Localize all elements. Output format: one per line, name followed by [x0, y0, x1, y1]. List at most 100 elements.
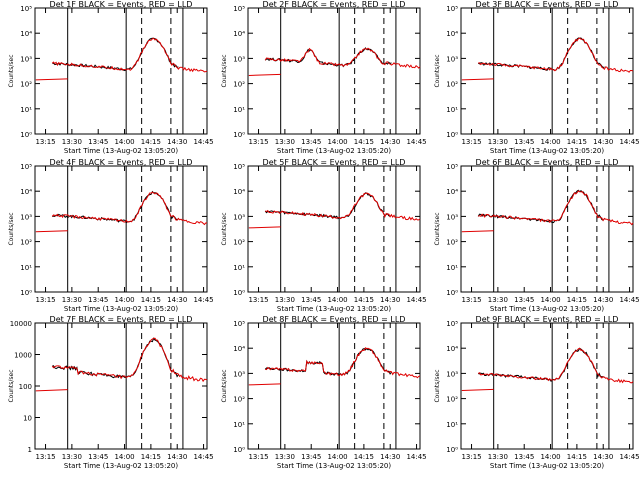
y-tick-label: 10⁰ [20, 131, 32, 139]
series-lld-pre-line [248, 73, 281, 76]
y-tick-label: 10³ [446, 55, 458, 63]
y-tick-label: 10⁴ [446, 188, 458, 196]
panel-9: Det 9F BLACK = Events, RED = LLD 10⁰ 10¹ 10… [434, 315, 640, 470]
y-axis-label: Counts/sec [434, 212, 441, 245]
y-tick-label: 10⁵ [446, 5, 458, 13]
x-tick-label: 14:15 [141, 138, 161, 146]
plot-frame [34, 322, 208, 450]
x-tick-label: 13:30 [488, 296, 508, 304]
x-tick-label: 14:00 [114, 296, 134, 304]
y-tick-label: 10⁵ [233, 163, 245, 171]
y-tick-label: 10¹ [446, 106, 458, 114]
x-tick-label: 14:45 [619, 138, 639, 146]
series-lld-line [478, 37, 634, 73]
series-lld-line [477, 190, 634, 226]
x-axis-label: Start Time (13-Aug-02 13:05:20) [490, 305, 604, 313]
y-tick-label: 10 [23, 415, 32, 423]
y-tick-label: 10⁰ [446, 446, 458, 454]
x-tick-label: 14:00 [327, 453, 347, 461]
x-tick-label: 13:45 [301, 138, 321, 146]
series-lld-pre-line [248, 226, 281, 229]
y-tick-label: 10⁵ [20, 5, 32, 13]
series-lld-line [265, 347, 421, 379]
x-tick-label: 14:45 [406, 138, 426, 146]
y-axis-label: Counts/sec [221, 369, 228, 402]
panel-title: Det 3F BLACK = Events, RED = LLD [476, 0, 619, 9]
plot-frame [34, 7, 208, 135]
y-tick-label: 10⁵ [20, 163, 32, 171]
y-tick-label: 1000 [14, 352, 32, 360]
x-tick-label: 13:15 [461, 453, 481, 461]
x-tick-label: 13:45 [88, 296, 108, 304]
x-axis-label: Start Time (13-Aug-02 13:05:20) [277, 147, 391, 155]
y-tick-label: 10³ [20, 55, 32, 63]
y-tick-label: 10⁰ [233, 289, 245, 297]
series-lld-pre-line [35, 389, 68, 392]
x-tick-label: 14:30 [593, 296, 613, 304]
y-tick-label: 10⁰ [446, 131, 458, 139]
y-tick-label: 10² [446, 396, 458, 404]
y-axis-label: Counts/sec [434, 54, 441, 87]
y-tick-label: 10³ [233, 55, 245, 63]
y-tick-label: 10³ [446, 370, 458, 378]
y-tick-label: 10⁵ [446, 163, 458, 171]
x-tick-label: 13:30 [488, 138, 508, 146]
panel-title: Det 6F BLACK = Events, RED = LLD [476, 158, 619, 167]
x-tick-label: 14:15 [567, 138, 587, 146]
panel-title: Det 7F BLACK = Events, RED = LLD [50, 315, 193, 324]
plot-frame [460, 165, 634, 293]
y-axis-label: Counts/sec [221, 212, 228, 245]
x-tick-label: 14:15 [354, 138, 374, 146]
x-tick-label: 14:45 [619, 296, 639, 304]
x-axis-label: Start Time (13-Aug-02 13:05:20) [64, 462, 178, 470]
y-tick-label: 10³ [233, 213, 245, 221]
x-tick-label: 14:30 [167, 138, 187, 146]
y-tick-label: 10⁴ [20, 30, 32, 38]
panel-title: Det 5F BLACK = Events, RED = LLD [263, 158, 406, 167]
x-tick-label: 13:45 [301, 453, 321, 461]
y-tick-label: 10¹ [233, 106, 245, 114]
x-axis-label: Start Time (13-Aug-02 13:05:20) [490, 462, 604, 470]
x-tick-label: 13:45 [514, 453, 534, 461]
x-tick-label: 13:15 [461, 296, 481, 304]
x-tick-label: 14:30 [167, 453, 187, 461]
series-lld-line [51, 337, 208, 383]
series-lld-pre-line [461, 230, 494, 233]
y-tick-label: 10² [233, 81, 245, 89]
y-tick-label: 10⁴ [446, 30, 458, 38]
y-tick-label: 10² [233, 396, 245, 404]
x-tick-label: 14:15 [354, 296, 374, 304]
y-tick-label: 10² [233, 239, 245, 247]
y-tick-label: 10000 [10, 320, 32, 328]
plot-frame [247, 165, 421, 293]
panel-5: Det 5F BLACK = Events, RED = LLD 10⁰ 10¹ 10… [221, 158, 427, 313]
x-axis-label: Start Time (13-Aug-02 13:05:20) [490, 147, 604, 155]
series-lld-pre-line [35, 78, 68, 81]
x-tick-label: 13:15 [35, 453, 55, 461]
series-events-line [477, 37, 605, 71]
x-tick-label: 13:15 [248, 138, 268, 146]
y-tick-label: 10⁰ [20, 289, 32, 297]
panel-title: Det 8F BLACK = Events, RED = LLD [263, 315, 406, 324]
panel-4: Det 4F BLACK = Events, RED = LLD 10⁰ 10¹ 10… [8, 158, 214, 313]
y-axis-label: Counts/sec [221, 54, 228, 87]
x-tick-label: 13:15 [248, 296, 268, 304]
x-tick-label: 14:00 [540, 296, 560, 304]
x-tick-label: 14:30 [593, 138, 613, 146]
x-tick-label: 13:15 [461, 138, 481, 146]
y-tick-label: 10¹ [446, 421, 458, 429]
x-tick-label: 14:45 [193, 138, 213, 146]
x-tick-label: 14:00 [540, 453, 560, 461]
x-tick-label: 13:30 [62, 296, 82, 304]
x-tick-label: 13:15 [35, 138, 55, 146]
y-tick-label: 10⁴ [233, 30, 245, 38]
y-tick-label: 10⁴ [233, 188, 245, 196]
series-events-line [52, 37, 179, 72]
panel-6: Det 6F BLACK = Events, RED = LLD 10⁰ 10¹ 10… [434, 158, 640, 313]
series-lld-line [265, 192, 421, 221]
x-tick-label: 13:45 [514, 296, 534, 304]
series-lld-line [51, 37, 208, 73]
x-tick-label: 14:45 [406, 296, 426, 304]
x-tick-label: 13:30 [275, 296, 295, 304]
series-events-line [264, 192, 392, 220]
